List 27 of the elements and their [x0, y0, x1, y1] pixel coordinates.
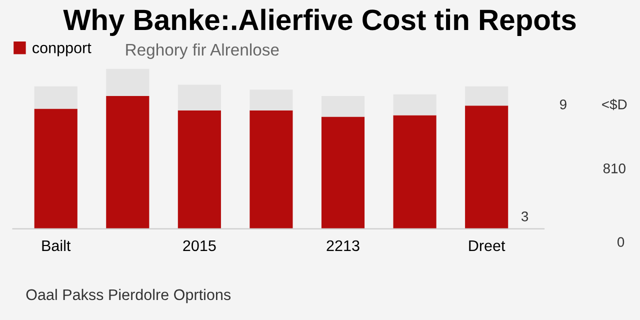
- chart-subtitle: Reghory fir Alrenlose: [126, 43, 279, 59]
- bar: [34, 108, 78, 229]
- x-tick-label: Dreet: [469, 240, 506, 252]
- bar: [250, 90, 293, 110]
- bar: [106, 96, 150, 229]
- bar: [465, 86, 508, 106]
- bar: [178, 110, 221, 229]
- annotation: 3: [521, 211, 528, 222]
- bar: [106, 68, 150, 96]
- chart-title: Why Banke:.Alierfive Cost tin Repots: [63, 8, 576, 36]
- x-tick-label: Bailt: [42, 240, 71, 252]
- x-tick-label: 2213: [326, 240, 360, 252]
- text: 810: [603, 163, 626, 174]
- legend-label: conpport: [32, 43, 92, 56]
- bar: [393, 115, 436, 229]
- text: <$D: [602, 98, 627, 110]
- bar: [321, 116, 365, 229]
- text: Oaal Pakss Pierdolre Oprtions: [26, 288, 231, 304]
- text: 0: [617, 237, 624, 247]
- bar: [321, 96, 365, 117]
- bar: [250, 110, 293, 229]
- text: 9: [560, 99, 566, 110]
- x-tick-label: 2015: [183, 240, 216, 252]
- bar: [34, 86, 78, 109]
- bar: [465, 106, 508, 229]
- bar: [393, 94, 436, 116]
- bar: [178, 84, 221, 110]
